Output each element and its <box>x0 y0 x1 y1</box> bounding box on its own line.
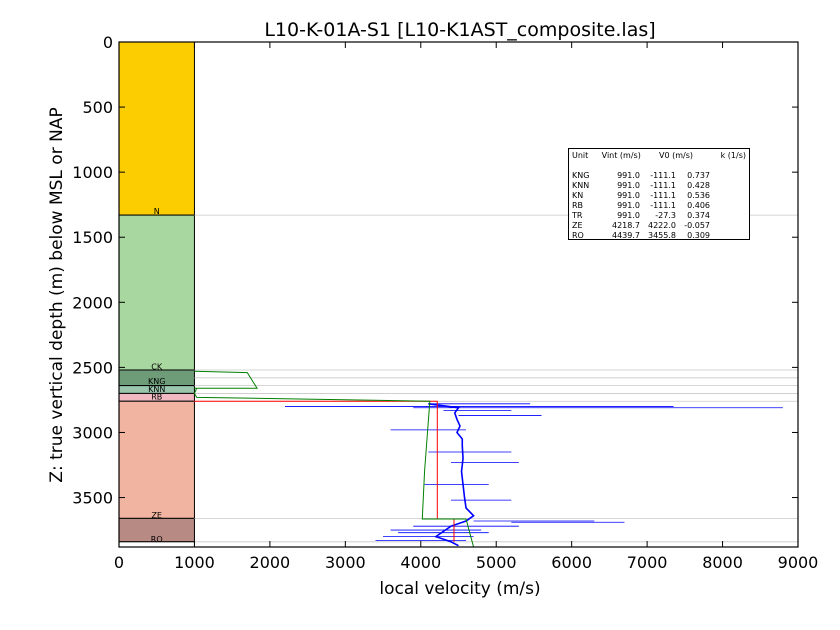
legend-row-rb: RB 991.0 -111.1 0.406 <box>572 201 746 211</box>
legend-row-kng: KNG 991.0 -111.1 0.737 <box>572 171 746 181</box>
formation-n <box>118 41 195 216</box>
x-tick-label-5000: 5000 <box>476 553 517 572</box>
y-tick-label-500: 500 <box>82 98 113 117</box>
formation-label-n: N <box>154 207 160 216</box>
y-tick-label-3000: 3000 <box>72 423 113 442</box>
y-tick-label-0: 0 <box>103 33 113 52</box>
legend-cell-v0: -111.1 <box>650 191 676 200</box>
legend-cell-unit: ZE <box>572 221 583 230</box>
x-tick-label-1000: 1000 <box>174 553 215 572</box>
legend-row-tr: TR 991.0 -27.3 0.374 <box>572 211 746 221</box>
x-axis-label: local velocity (m/s) <box>379 579 540 599</box>
legend-cell-vint: 991.0 <box>617 191 640 200</box>
y-tick-label-1000: 1000 <box>72 163 113 182</box>
chart-title: L10-K-01A-S1 [L10-K1AST_composite.las] <box>264 19 655 41</box>
legend-cell-v0: -111.1 <box>650 181 676 190</box>
formation-label-ze: ZE <box>151 511 162 520</box>
legend-cell-k: 0.428 <box>687 181 710 190</box>
legend-cell-unit: KN <box>572 191 584 200</box>
legend-cell-k: 0.309 <box>687 231 710 240</box>
x-tick-label-9000: 9000 <box>778 553 819 572</box>
legend-cell-v0: -27.3 <box>655 211 676 220</box>
legend-cell-vint: 4439.7 <box>612 231 640 240</box>
formation-label-knn: KNN <box>148 385 165 394</box>
y-tick-label-2500: 2500 <box>72 358 113 377</box>
legend-cell-k: 0.374 <box>687 211 710 220</box>
legend-cell-v0: -111.1 <box>650 171 676 180</box>
legend-cell-vint: 991.0 <box>617 201 640 210</box>
legend-cell-v0: 4222.0 <box>648 221 676 230</box>
model-lines <box>193 370 475 548</box>
x-tick-label-3000: 3000 <box>325 553 366 572</box>
x-tick-label-0: 0 <box>114 553 124 572</box>
x-tick-label-6000: 6000 <box>551 553 592 572</box>
x-tick-label-2000: 2000 <box>250 553 291 572</box>
y-tick-label-3500: 3500 <box>72 489 113 508</box>
y-tick-label-1500: 1500 <box>72 228 113 247</box>
legend-row-knn: KNN 991.0 -111.1 0.428 <box>572 181 746 191</box>
velocity-legend: Unit Vint (m/s) V0 (m/s) k (1/s) KNG 991.… <box>568 148 750 240</box>
interval-velocity-line <box>193 400 455 542</box>
legend-cell-unit: RO <box>572 231 584 240</box>
legend-cell-k: 0.536 <box>687 191 710 200</box>
x-tick-label-7000: 7000 <box>627 553 668 572</box>
axis-ticks: 0 1000 2000 3000 4000 5000 6000 7000 8000 9000 0 50… <box>72 33 818 572</box>
legend-cell-unit: TR <box>572 211 583 220</box>
legend-cell-k: 0.737 <box>687 171 710 180</box>
formation-ck <box>118 214 195 371</box>
legend-cell-unit: RB <box>572 201 584 210</box>
legend-header-k: k (1/s) <box>720 151 746 160</box>
legend-cell-unit: KNN <box>572 181 590 190</box>
x-tick-label-8000: 8000 <box>702 553 743 572</box>
legend-header-vint: Vint (m/s) <box>601 151 641 160</box>
legend-cell-v0: -111.1 <box>650 201 676 210</box>
horizon-lines <box>194 214 798 543</box>
formation-label-rb: RB <box>151 393 162 402</box>
legend-cell-k: -0.057 <box>684 221 710 230</box>
legend-row-ze: ZE 4218.7 4222.0 -0.057 <box>572 221 746 231</box>
legend-row-kn: KN 991.0 -111.1 0.536 <box>572 191 746 201</box>
legend-header-unit: Unit <box>572 151 589 160</box>
v0k-model-line <box>193 370 475 548</box>
velocity-log-trace <box>428 403 475 547</box>
legend-cell-vint: 991.0 <box>617 181 640 190</box>
legend-cell-vint: 991.0 <box>617 211 640 220</box>
legend-cell-unit: KNG <box>572 171 590 180</box>
plot-frame <box>118 41 799 548</box>
formation-label-kng: KNG <box>148 377 165 386</box>
y-axis-label: Z: true vertical depth (m) below MSL or … <box>47 107 67 482</box>
y-tick-label-2000: 2000 <box>72 293 113 312</box>
velocity-log <box>284 403 783 547</box>
legend-header-v0: V0 (m/s) <box>659 151 694 160</box>
legend-header: Unit Vint (m/s) V0 (m/s) k (1/s) <box>572 151 746 161</box>
legend-row-ro: RO 4439.7 3455.8 0.309 <box>572 231 746 241</box>
formation-label-ro: RO <box>151 535 163 544</box>
legend-cell-v0: 3455.8 <box>648 231 676 240</box>
x-tick-label-4000: 4000 <box>400 553 441 572</box>
formation-label-ck: CK <box>151 363 163 372</box>
legend-cell-k: 0.406 <box>687 201 710 210</box>
legend-cell-vint: 991.0 <box>617 171 640 180</box>
legend-rows: KNG 991.0 -111.1 0.737 KNN 991.0 -111.1 0.428 KN… <box>572 171 746 241</box>
legend-cell-vint: 4218.7 <box>612 221 640 230</box>
formation-tr <box>118 400 195 519</box>
